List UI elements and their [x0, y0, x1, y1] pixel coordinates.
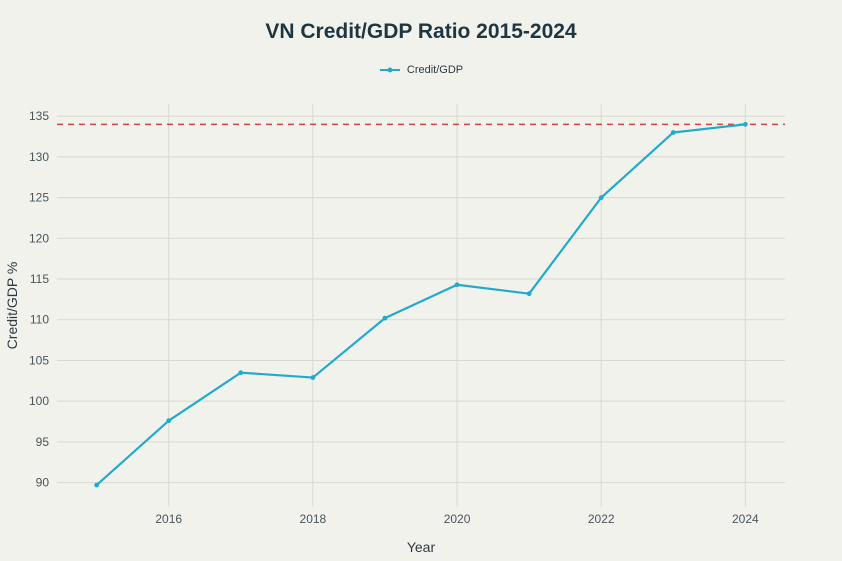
data-point: [382, 315, 388, 321]
data-point: [454, 282, 460, 288]
series-line: [95, 123, 746, 486]
data-point: [310, 375, 316, 380]
y-tick-label: 125: [29, 191, 49, 205]
x-axis-title: Year: [407, 539, 436, 555]
x-tick-label: 2018: [300, 512, 327, 526]
y-tick-label: 120: [29, 231, 49, 245]
data-point: [598, 195, 604, 201]
data-point: [238, 370, 244, 376]
x-tick-label: 2020: [444, 512, 471, 526]
x-tick-label: 2016: [155, 512, 182, 526]
data-point: [526, 291, 532, 297]
legend-line-icon: [379, 67, 400, 73]
legend-label: Credit/GDP: [406, 64, 464, 76]
y-tick-label: 90: [36, 476, 50, 490]
y-tick-label: 100: [29, 394, 49, 408]
y-tick-label: 110: [30, 313, 49, 327]
y-axis-title: Credit/GDP %: [4, 262, 20, 350]
y-tick-label: 105: [29, 353, 49, 367]
legend[interactable]: Credit/GDP: [0, 64, 842, 76]
x-tick-label: 2024: [732, 512, 759, 526]
data-point: [742, 121, 748, 127]
chart-title: VN Credit/GDP Ratio 2015-2024: [265, 20, 577, 43]
x-tick-label: 2022: [588, 512, 615, 526]
y-tick-label: 135: [29, 109, 49, 123]
data-point: [670, 130, 676, 135]
y-tick-label: 130: [29, 150, 49, 164]
y-tick-label: 115: [30, 272, 49, 286]
data-point: [166, 418, 172, 424]
y-tick-label: 95: [36, 435, 50, 449]
data-point: [94, 482, 100, 488]
